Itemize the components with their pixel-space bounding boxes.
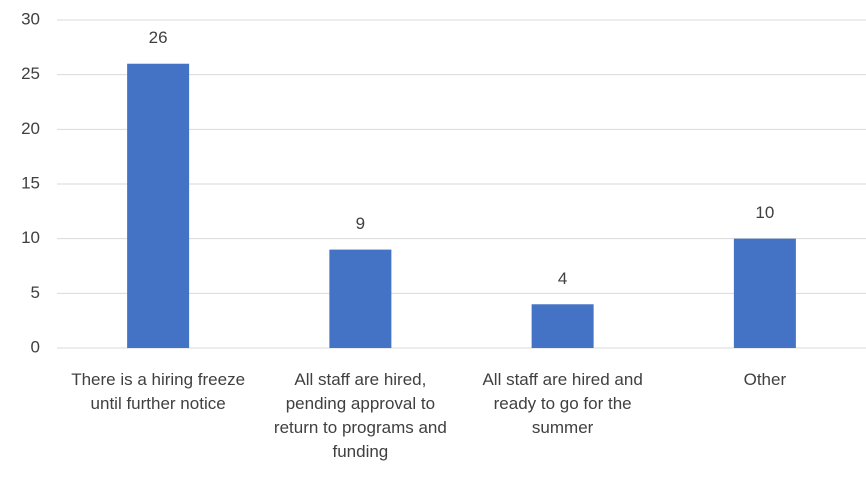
y-tick-label: 25 [21, 64, 40, 83]
bar [329, 249, 392, 348]
data-label: 10 [755, 203, 774, 222]
y-tick-label: 10 [21, 228, 40, 247]
x-tick-label: There is a hiring freeze until further n… [71, 370, 246, 413]
x-tick-label: Other [743, 370, 787, 389]
y-tick-label: 0 [31, 337, 40, 356]
y-tick-label: 20 [21, 119, 40, 138]
bar [733, 238, 796, 348]
data-label: 4 [558, 269, 567, 288]
bar [127, 63, 190, 348]
data-label: 26 [149, 28, 168, 47]
y-tick-label: 15 [21, 173, 40, 192]
x-tick-label: All staff are hired and ready to go for … [482, 370, 643, 437]
x-tick-label: All staff are hired, pending approval to… [273, 370, 447, 461]
y-tick-label: 30 [21, 9, 40, 28]
bar [531, 304, 594, 348]
data-label: 9 [356, 214, 365, 233]
y-tick-label: 5 [31, 283, 40, 302]
